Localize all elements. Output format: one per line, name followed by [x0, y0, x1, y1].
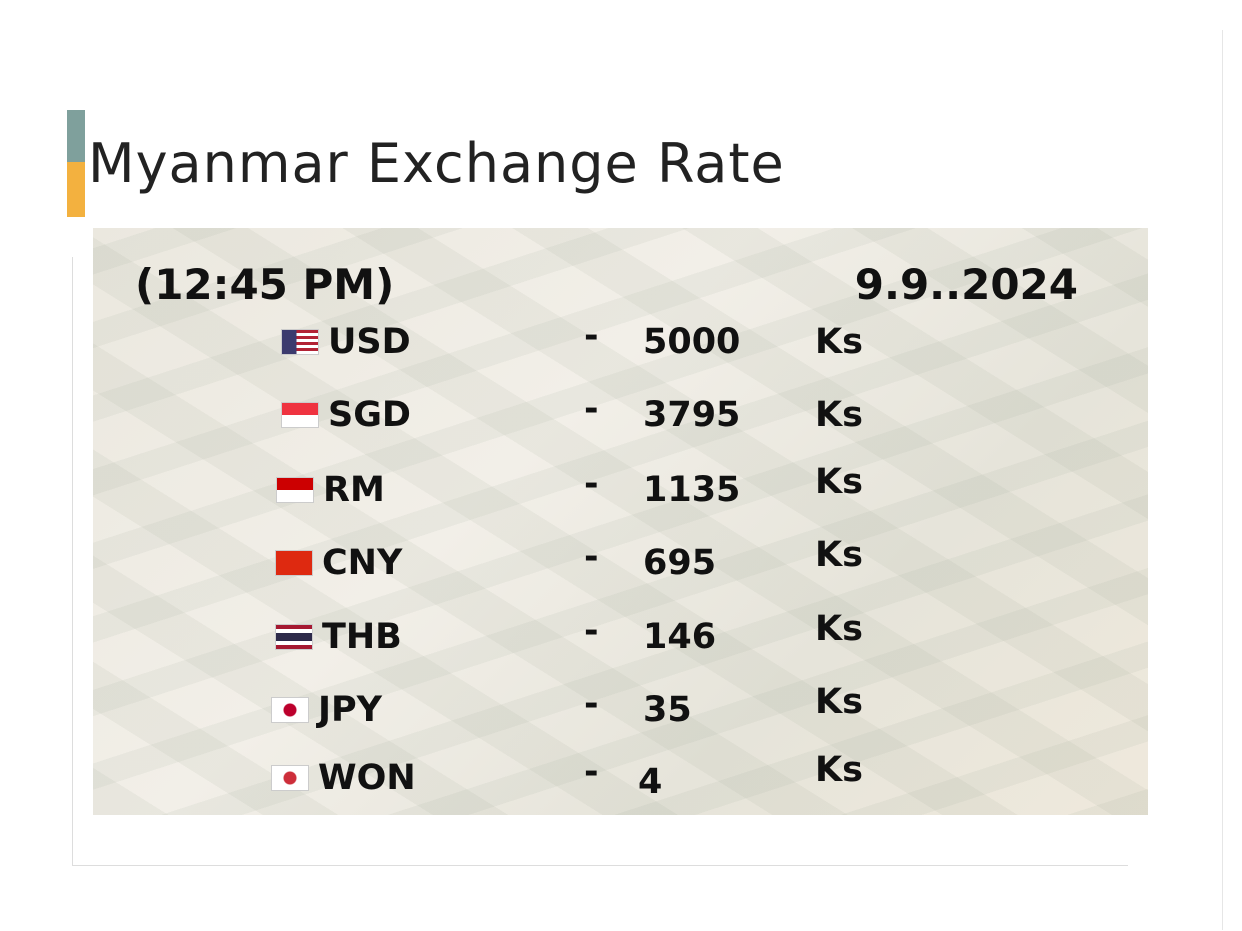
currency: SGD [328, 395, 411, 435]
separator: - [584, 752, 599, 792]
separator: - [584, 611, 599, 651]
unit: Ks [815, 535, 863, 575]
separator: - [584, 464, 599, 504]
accent-top [67, 110, 85, 162]
flag [272, 766, 308, 790]
flag [272, 698, 308, 722]
unit: Ks [815, 395, 863, 435]
separator: - [584, 684, 599, 724]
unit: Ks [815, 682, 863, 722]
flag [282, 330, 318, 354]
rate: 4 [638, 762, 663, 802]
date: 9.9..2024 [854, 260, 1078, 309]
flag [276, 625, 312, 649]
page-edge [1222, 30, 1223, 930]
rate: 1135 [643, 470, 741, 510]
frame-left [72, 257, 73, 865]
rate: 5000 [643, 322, 741, 362]
unit: Ks [815, 609, 863, 649]
flag [277, 478, 313, 502]
separator: - [584, 316, 599, 356]
banknote-background [93, 228, 1148, 815]
flag [276, 551, 312, 575]
unit: Ks [815, 462, 863, 502]
separator: - [584, 389, 599, 429]
currency: CNY [322, 543, 403, 583]
accent-bottom [67, 162, 85, 217]
rate: 35 [643, 690, 692, 730]
rate: 146 [643, 617, 717, 657]
currency: RM [323, 470, 385, 510]
title: Myanmar Exchange Rate [88, 132, 785, 195]
unit: Ks [815, 322, 863, 362]
frame-bottom [72, 865, 1128, 866]
currency: THB [322, 617, 402, 657]
currency: USD [328, 322, 411, 362]
unit: Ks [815, 750, 863, 790]
currency: JPY [318, 690, 383, 730]
currency: WON [318, 758, 416, 798]
rate: 3795 [643, 395, 741, 435]
rate: 695 [643, 543, 717, 583]
separator: - [584, 537, 599, 577]
time: (12:45 PM) [135, 260, 395, 309]
flag [282, 403, 318, 427]
